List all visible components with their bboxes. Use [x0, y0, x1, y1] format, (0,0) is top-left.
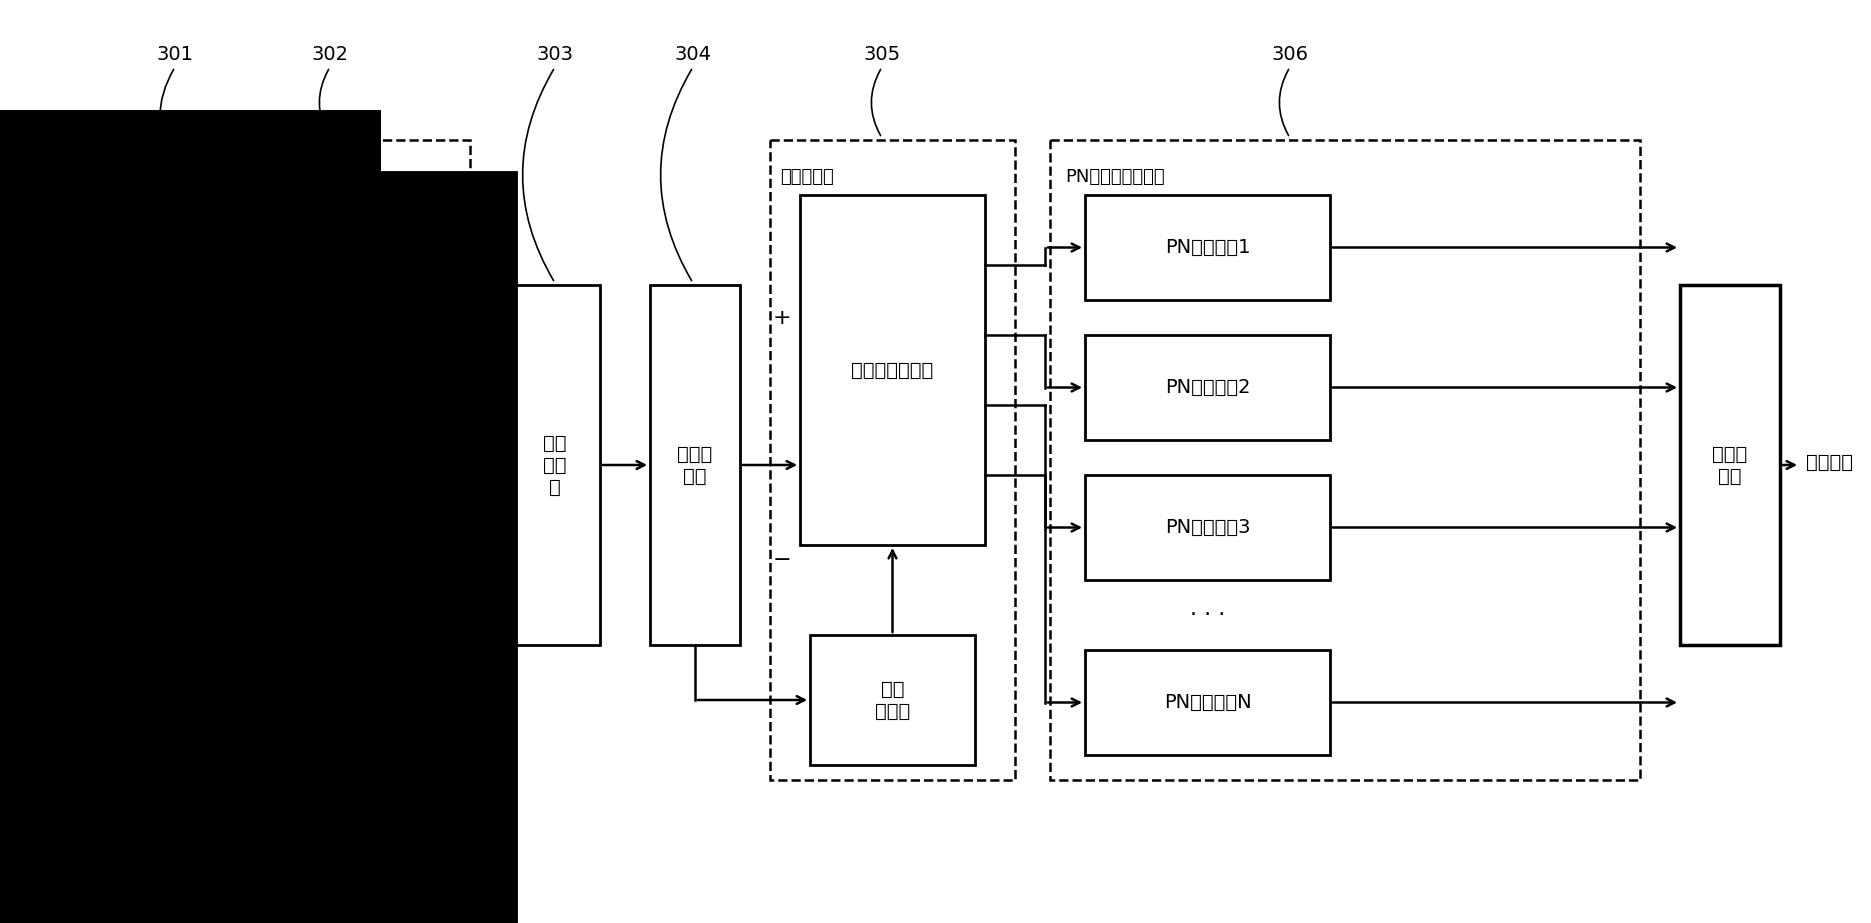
Bar [801, 195, 984, 545]
Text: 相位
运算
器: 相位 运算 器 [543, 434, 567, 497]
Text: 载波频率补偿器: 载波频率补偿器 [851, 361, 934, 379]
FancyArrowPatch shape [660, 69, 692, 281]
Bar [1085, 335, 1330, 440]
Text: 频率补偿器: 频率补偿器 [780, 168, 834, 186]
FancyArrowPatch shape [320, 69, 329, 136]
Bar [275, 200, 451, 395]
Text: I: I [90, 287, 95, 307]
Text: 数字下变频器: 数字下变频器 [142, 450, 213, 470]
Text: −: − [773, 550, 791, 570]
Bar [1085, 195, 1330, 300]
Text: 302: 302 [311, 45, 348, 65]
Bar [1085, 475, 1330, 580]
FancyArrowPatch shape [159, 69, 174, 165]
Text: 符号判
决器: 符号判 决器 [1712, 445, 1748, 485]
Bar [251, 140, 470, 780]
Bar [1050, 140, 1641, 780]
Bar [1680, 285, 1779, 645]
Text: 信道滤波器: 信道滤波器 [260, 168, 314, 186]
FancyArrowPatch shape [1280, 69, 1289, 136]
Bar [275, 555, 451, 750]
Text: PN码解扩相关器组: PN码解扩相关器组 [1065, 168, 1164, 186]
Text: PN码相关器N: PN码相关器N [1164, 693, 1252, 712]
Text: 均值
运算器: 均值 运算器 [876, 679, 909, 721]
Text: 中频
信号
输入: 中频 信号 输入 [41, 430, 64, 494]
Bar [649, 285, 741, 645]
Text: +: + [773, 307, 791, 328]
Text: PN码相关器1: PN码相关器1 [1166, 238, 1250, 257]
Text: · · ·: · · · [1190, 605, 1226, 625]
FancyArrowPatch shape [522, 69, 554, 281]
Text: 信道
滤波
器Q: 信道 滤波 器Q [348, 621, 376, 684]
Text: 基带数据: 基带数据 [1807, 452, 1854, 472]
Bar [1085, 650, 1330, 755]
Text: 304: 304 [675, 45, 711, 65]
Text: 301: 301 [157, 45, 193, 65]
Text: 306: 306 [1272, 45, 1308, 65]
Bar [511, 285, 601, 645]
FancyArrowPatch shape [872, 69, 881, 136]
Text: PN码相关器3: PN码相关器3 [1166, 518, 1250, 537]
Bar [810, 635, 975, 765]
Bar [129, 170, 225, 750]
Text: Q: Q [84, 617, 101, 637]
Text: 305: 305 [863, 45, 900, 65]
Text: 信道
滤波
器I: 信道 滤波 器I [350, 266, 374, 329]
Text: 相位差
分器: 相位差 分器 [677, 445, 713, 485]
Text: 303: 303 [537, 45, 574, 65]
Bar [771, 140, 1014, 780]
Text: PN码相关器2: PN码相关器2 [1166, 378, 1250, 397]
